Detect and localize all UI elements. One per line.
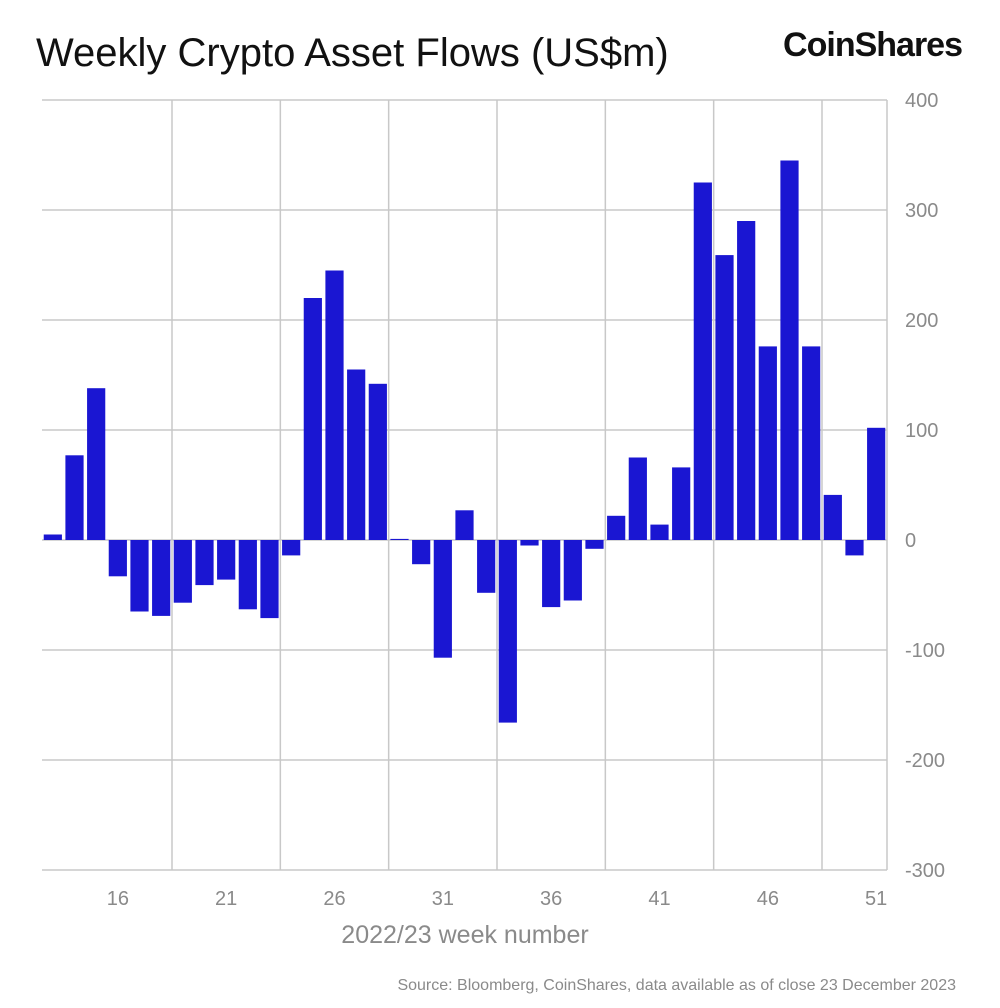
y-tick-label: -300 xyxy=(905,860,945,882)
bar-week-38 xyxy=(585,540,604,549)
bar-week-27 xyxy=(347,369,366,540)
y-tick-label: 300 xyxy=(905,200,938,222)
bar-week-43 xyxy=(693,182,712,540)
bar-week-51 xyxy=(867,427,886,540)
x-axis-ticks: 16 21 26 31 36 41 46 51 xyxy=(107,888,888,910)
bar-week-32 xyxy=(455,510,474,540)
bar-week-15 xyxy=(87,388,106,540)
bar-week-13 xyxy=(43,534,62,540)
bar-week-47 xyxy=(780,160,799,540)
bar-week-33 xyxy=(477,540,496,593)
bar-week-41 xyxy=(650,524,669,540)
x-tick-label: 21 xyxy=(215,888,237,910)
x-tick-label: 41 xyxy=(648,888,670,910)
x-tick-label: 51 xyxy=(865,888,887,910)
bar-week-14 xyxy=(65,455,84,540)
bar-week-24 xyxy=(282,540,301,556)
bar-week-30 xyxy=(412,540,431,565)
bar-week-17 xyxy=(130,540,149,612)
x-tick-label: 26 xyxy=(323,888,345,910)
x-tick-label: 31 xyxy=(432,888,454,910)
bar-week-46 xyxy=(758,346,777,540)
bar-week-45 xyxy=(737,221,756,540)
bar-week-48 xyxy=(802,346,821,540)
bar-week-42 xyxy=(672,467,691,540)
x-tick-label: 36 xyxy=(540,888,562,910)
bar-week-28 xyxy=(368,383,387,540)
source-note: Source: Bloomberg, CoinShares, data avai… xyxy=(397,977,956,994)
bar-week-16 xyxy=(108,540,127,577)
bar-week-36 xyxy=(542,540,561,608)
x-tick-label: 16 xyxy=(107,888,129,910)
bar-week-22 xyxy=(238,540,257,610)
bar-week-39 xyxy=(607,515,626,540)
y-tick-label: -200 xyxy=(905,750,945,772)
x-axis-label: 2022/23 week number xyxy=(341,921,588,949)
bar-week-21 xyxy=(217,540,236,580)
chart-title: Weekly Crypto Asset Flows (US$m) xyxy=(36,31,669,75)
bar-week-26 xyxy=(325,270,344,540)
bar-week-31 xyxy=(433,540,452,658)
y-axis-ticks: 400 300 200 100 0 -100 -200 -300 xyxy=(905,90,945,882)
bar-week-18 xyxy=(152,540,171,616)
y-tick-label: -100 xyxy=(905,640,945,662)
bar-week-44 xyxy=(715,255,734,540)
bar-week-37 xyxy=(563,540,582,601)
bar-week-35 xyxy=(520,540,539,546)
x-tick-label: 46 xyxy=(757,888,779,910)
y-tick-label: 200 xyxy=(905,310,938,332)
coinshares-logo: CoinShares xyxy=(783,26,962,64)
bar-week-34 xyxy=(498,540,517,723)
bar-week-25 xyxy=(303,298,322,540)
y-tick-label: 0 xyxy=(905,530,916,552)
bar-week-20 xyxy=(195,540,214,586)
bar-week-29 xyxy=(390,538,409,540)
bar-week-19 xyxy=(173,540,192,603)
bar-week-50 xyxy=(845,540,864,556)
bar-week-40 xyxy=(628,457,647,540)
y-tick-label: 100 xyxy=(905,420,938,442)
bar-week-23 xyxy=(260,540,279,619)
bar-week-49 xyxy=(823,494,842,540)
y-tick-label: 400 xyxy=(905,90,938,112)
bar-layer xyxy=(43,160,886,723)
